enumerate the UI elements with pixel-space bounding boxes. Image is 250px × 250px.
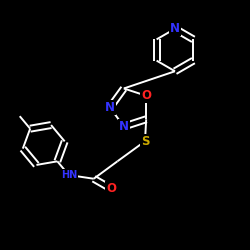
Text: N: N	[105, 101, 115, 114]
Text: N: N	[119, 120, 129, 133]
Text: HN: HN	[60, 170, 77, 180]
Text: S: S	[141, 135, 149, 148]
Text: O: O	[141, 89, 151, 102]
Text: N: N	[170, 22, 180, 35]
Text: O: O	[106, 182, 116, 195]
